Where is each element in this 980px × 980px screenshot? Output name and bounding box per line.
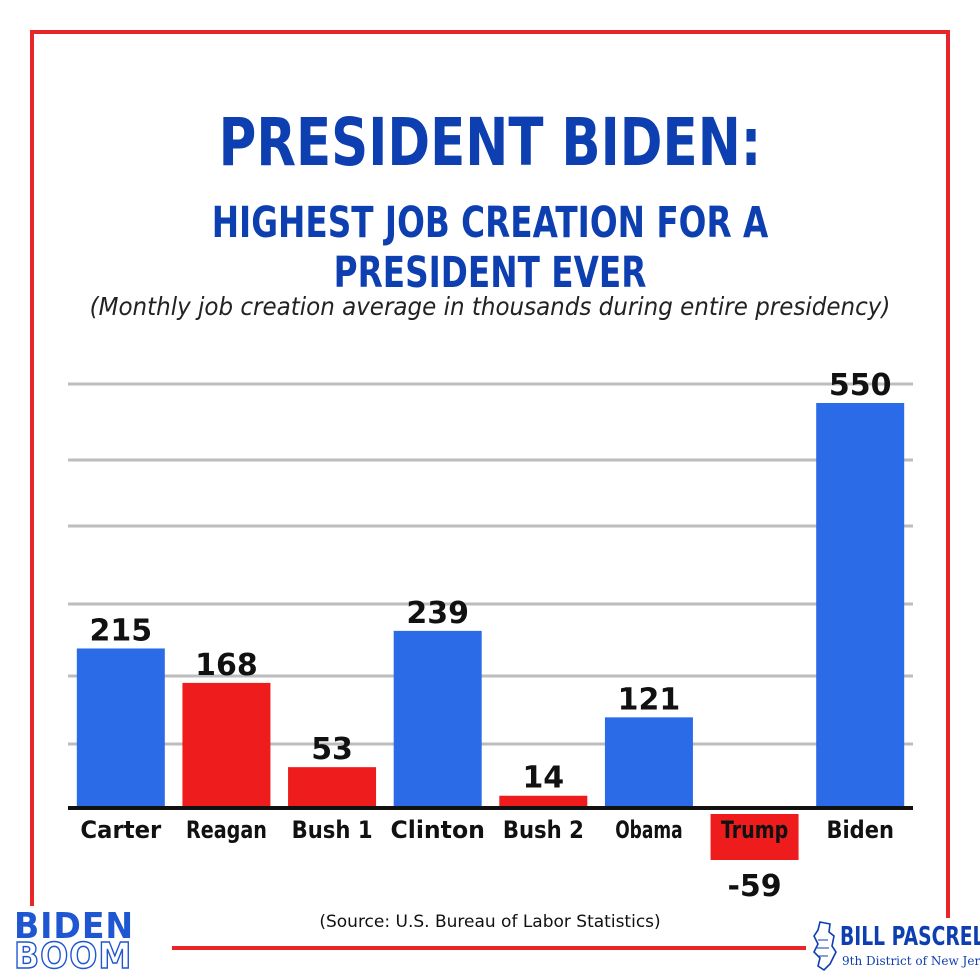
bar-obama xyxy=(604,717,693,806)
data-label: -59 xyxy=(727,869,781,904)
bill-pascrell-name: BILL PASCRELL xyxy=(840,922,980,952)
category-label: Obama xyxy=(615,816,683,844)
data-label: 121 xyxy=(618,682,681,717)
category-label: Biden xyxy=(826,816,894,844)
new-jersey-icon xyxy=(813,921,837,972)
bar-bush-1 xyxy=(288,767,377,806)
bar-clinton xyxy=(393,630,482,806)
data-label: 550 xyxy=(829,368,892,403)
bar-biden xyxy=(816,403,905,806)
bill-pascrell-logo: BILL PASCRELL 9th District of New Jersey xyxy=(806,918,980,976)
biden-boom-logo: BIDEN BOOM xyxy=(12,906,172,978)
bill-pascrell-district: 9th District of New Jersey xyxy=(842,954,980,968)
biden-boom-logo-line1: BIDEN xyxy=(14,906,135,947)
data-label: 168 xyxy=(195,648,258,683)
category-label: Clinton xyxy=(390,816,485,844)
category-label: Carter xyxy=(80,816,161,844)
chart-subtitle: HIGHEST JOB CREATION FOR A PRESIDENT EVE… xyxy=(211,198,769,298)
bar-reagan xyxy=(182,682,271,806)
biden-boom-logo-line2: BOOM xyxy=(13,935,133,978)
bar-carter xyxy=(76,648,165,806)
category-label: Trump xyxy=(721,816,789,844)
category-label: Bush 1 xyxy=(292,816,373,844)
bar-bush-2 xyxy=(499,795,588,806)
red-frame xyxy=(30,30,950,950)
chart-note: (Monthly job creation average in thousan… xyxy=(89,292,891,321)
data-label: 215 xyxy=(90,613,153,648)
data-label: 239 xyxy=(406,596,469,631)
chart-title: PRESIDENT BIDEN: xyxy=(218,104,762,181)
category-label: Reagan xyxy=(186,816,267,844)
source-note: (Source: U.S. Bureau of Labor Statistics… xyxy=(319,912,661,932)
category-label: Bush 2 xyxy=(503,816,584,844)
data-label: 14 xyxy=(522,761,564,796)
bar-trump xyxy=(710,814,799,860)
data-label: 53 xyxy=(311,732,353,767)
